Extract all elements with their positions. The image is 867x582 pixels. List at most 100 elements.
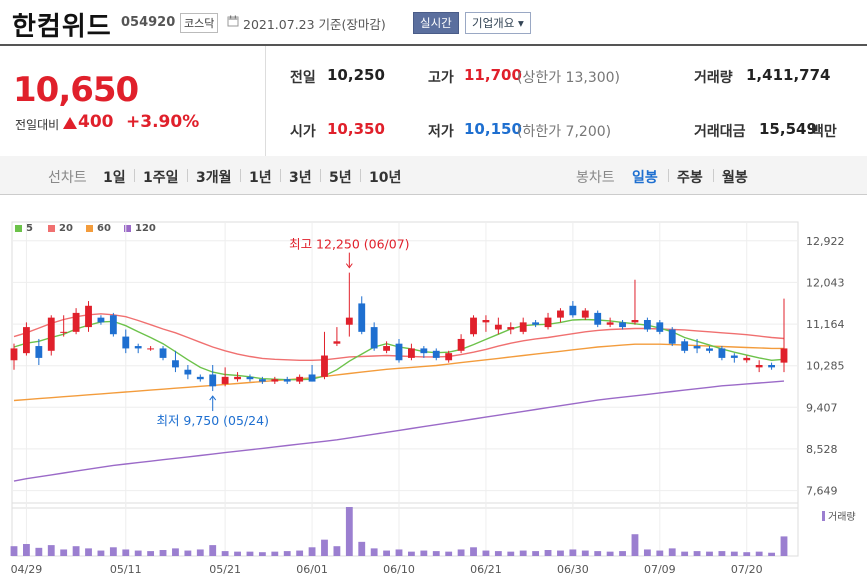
y-tick-label: 10,285	[806, 360, 845, 373]
prev-close-value: 10,250	[327, 66, 385, 84]
ma60-line	[13, 343, 784, 402]
volume-bar	[246, 551, 254, 556]
candle-body	[159, 348, 167, 358]
period-10y[interactable]: 10년	[369, 170, 402, 186]
volume-bar	[122, 549, 130, 556]
candle-body	[519, 322, 527, 332]
period-3m[interactable]: 3개월	[196, 170, 232, 186]
high-value: 11,700	[464, 66, 522, 84]
volume-bar	[693, 551, 701, 556]
volume-bar	[184, 550, 192, 556]
candle-body	[544, 317, 552, 328]
candle-body	[246, 376, 254, 380]
separator	[668, 169, 669, 182]
change-percent: +3.90%	[126, 112, 200, 132]
candle-body	[85, 305, 92, 328]
candle-body	[134, 346, 142, 349]
volume-bar	[296, 550, 304, 556]
open-label: 시가	[290, 124, 316, 140]
y-tick-label: 8,528	[806, 443, 838, 456]
candle-chart-label[interactable]: 봉차트	[576, 170, 615, 186]
realtime-button[interactable]: 실시간	[413, 12, 459, 34]
volume-bar	[706, 551, 713, 556]
volume-bar	[755, 551, 763, 556]
candle-body	[358, 303, 366, 332]
volume-bar	[97, 550, 105, 556]
candle-body	[147, 348, 155, 350]
volume-bar	[370, 548, 378, 556]
high-label: 고가	[428, 70, 454, 86]
separator	[280, 169, 281, 182]
candle-body	[60, 331, 68, 333]
period-1d[interactable]: 1일	[103, 170, 126, 186]
volume-bar	[606, 551, 614, 556]
candle-body	[10, 348, 18, 361]
volume-bar	[35, 547, 43, 556]
ma120-line	[13, 380, 785, 482]
candle-body	[656, 322, 664, 332]
x-tick-label: 06/30	[557, 563, 589, 576]
min-arrow-head	[209, 395, 217, 401]
candle-body	[668, 329, 676, 344]
x-tick-label: 06/21	[470, 563, 502, 576]
volume-bar	[594, 551, 602, 556]
candle-daily[interactable]: 일봉	[632, 170, 658, 186]
legend-ma5: 5	[26, 223, 33, 234]
candle-body	[507, 327, 515, 330]
header-divider	[0, 44, 867, 46]
separator	[134, 169, 135, 182]
candle-body	[209, 374, 217, 387]
y-tick-label: 9,407	[806, 401, 838, 414]
candle-body	[258, 379, 266, 382]
period-5y[interactable]: 5년	[329, 170, 352, 186]
volume-bar	[544, 550, 552, 556]
x-tick-label: 05/11	[110, 563, 142, 576]
volume-value: 1,411,774	[746, 66, 831, 84]
amount-unit: 백만	[811, 124, 837, 140]
volume-bar	[109, 547, 117, 556]
candle-body	[370, 327, 378, 349]
volume-bar	[345, 507, 353, 556]
period-1w[interactable]: 1주일	[143, 170, 179, 186]
volume-bar	[494, 551, 502, 556]
candle-body	[109, 315, 117, 335]
candle-body	[581, 310, 589, 318]
volume-bar	[718, 551, 726, 556]
candle-body	[730, 355, 738, 358]
candle-body	[743, 357, 751, 361]
candle-body	[681, 341, 689, 351]
x-tick-label: 05/21	[209, 563, 241, 576]
volume-bar	[557, 550, 564, 556]
period-3y[interactable]: 3년	[289, 170, 312, 186]
y-tick-label: 12,043	[806, 276, 845, 289]
candle-body	[470, 317, 477, 335]
candle-monthly[interactable]: 월봉	[722, 170, 748, 186]
volume-bar	[23, 544, 30, 556]
period-1y[interactable]: 1년	[249, 170, 272, 186]
volume-bar	[383, 550, 390, 556]
price-change: 400	[78, 112, 114, 132]
candle-weekly[interactable]: 주봉	[677, 170, 703, 186]
candle-body	[172, 360, 179, 368]
stock-name: 한컴위드	[12, 12, 112, 42]
low-value: 10,150	[464, 120, 522, 138]
candle-body	[296, 376, 304, 382]
line-chart-label[interactable]: 선차트	[48, 170, 87, 186]
volume-bar	[283, 551, 291, 556]
volume-bar	[457, 549, 465, 556]
amount-value: 15,549	[759, 120, 817, 138]
amount-label: 거래대금	[694, 124, 746, 140]
candle-body	[196, 376, 204, 380]
volume-bar	[333, 546, 341, 556]
candle-body	[408, 348, 415, 358]
candle-body	[594, 312, 602, 325]
legend-swatch-ma20	[48, 225, 55, 232]
corp-overview-dropdown[interactable]: 기업개요 ▾	[465, 12, 531, 34]
y-tick-label: 11,164	[806, 318, 845, 331]
max-annotation: 최고 12,250 (06/07)	[289, 237, 409, 252]
volume-bar	[234, 551, 241, 556]
candle-body	[122, 336, 130, 349]
y-tick-label: 12,922	[806, 235, 845, 248]
candle-body	[619, 322, 626, 328]
